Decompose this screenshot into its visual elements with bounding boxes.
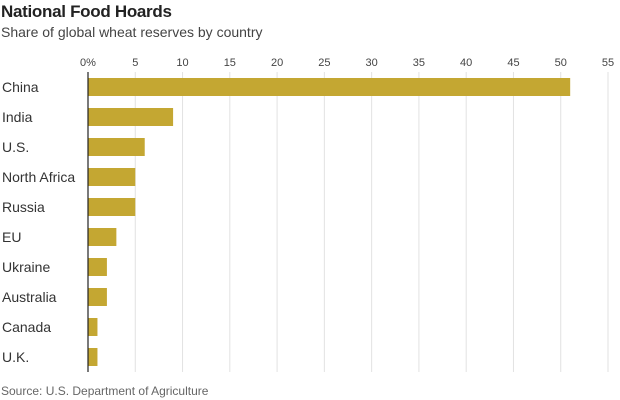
x-tick-label: 15 [224,57,236,69]
chart-title: National Food Hoards [1,2,172,21]
x-tick-label: 55 [602,57,614,69]
category-label: India [2,109,33,125]
bar-north-africa [88,168,136,186]
x-tick-label: 25 [318,57,330,69]
x-tick-label: 30 [366,57,378,69]
bar-u-s- [88,138,145,156]
x-tick-label: 5 [132,57,138,69]
x-tick-label: 50 [555,57,567,69]
category-label: EU [2,229,21,245]
bar-india [88,108,174,126]
category-label: Australia [2,289,57,305]
bar-china [88,78,571,96]
bar-australia [88,288,107,306]
category-label: Russia [2,199,45,215]
x-tick-label: 45 [507,57,519,69]
category-label: China [2,79,39,95]
bar-eu [88,228,117,246]
source-note: Source: U.S. Department of Agriculture [1,384,209,398]
x-tick-label: 0% [80,57,96,69]
x-tick-label: 35 [413,57,425,69]
category-label: U.K. [2,349,29,365]
bar-u-k- [88,348,98,366]
bar-ukraine [88,258,107,276]
category-label: North Africa [2,169,75,185]
x-tick-label: 20 [271,57,283,69]
category-label: U.S. [2,139,29,155]
x-tick-label: 10 [176,57,188,69]
category-label: Canada [2,319,51,335]
chart-subtitle: Share of global wheat reserves by countr… [1,24,263,40]
bar-russia [88,198,136,216]
category-label: Ukraine [2,259,50,275]
x-tick-label: 40 [460,57,472,69]
bar-canada [88,318,98,336]
